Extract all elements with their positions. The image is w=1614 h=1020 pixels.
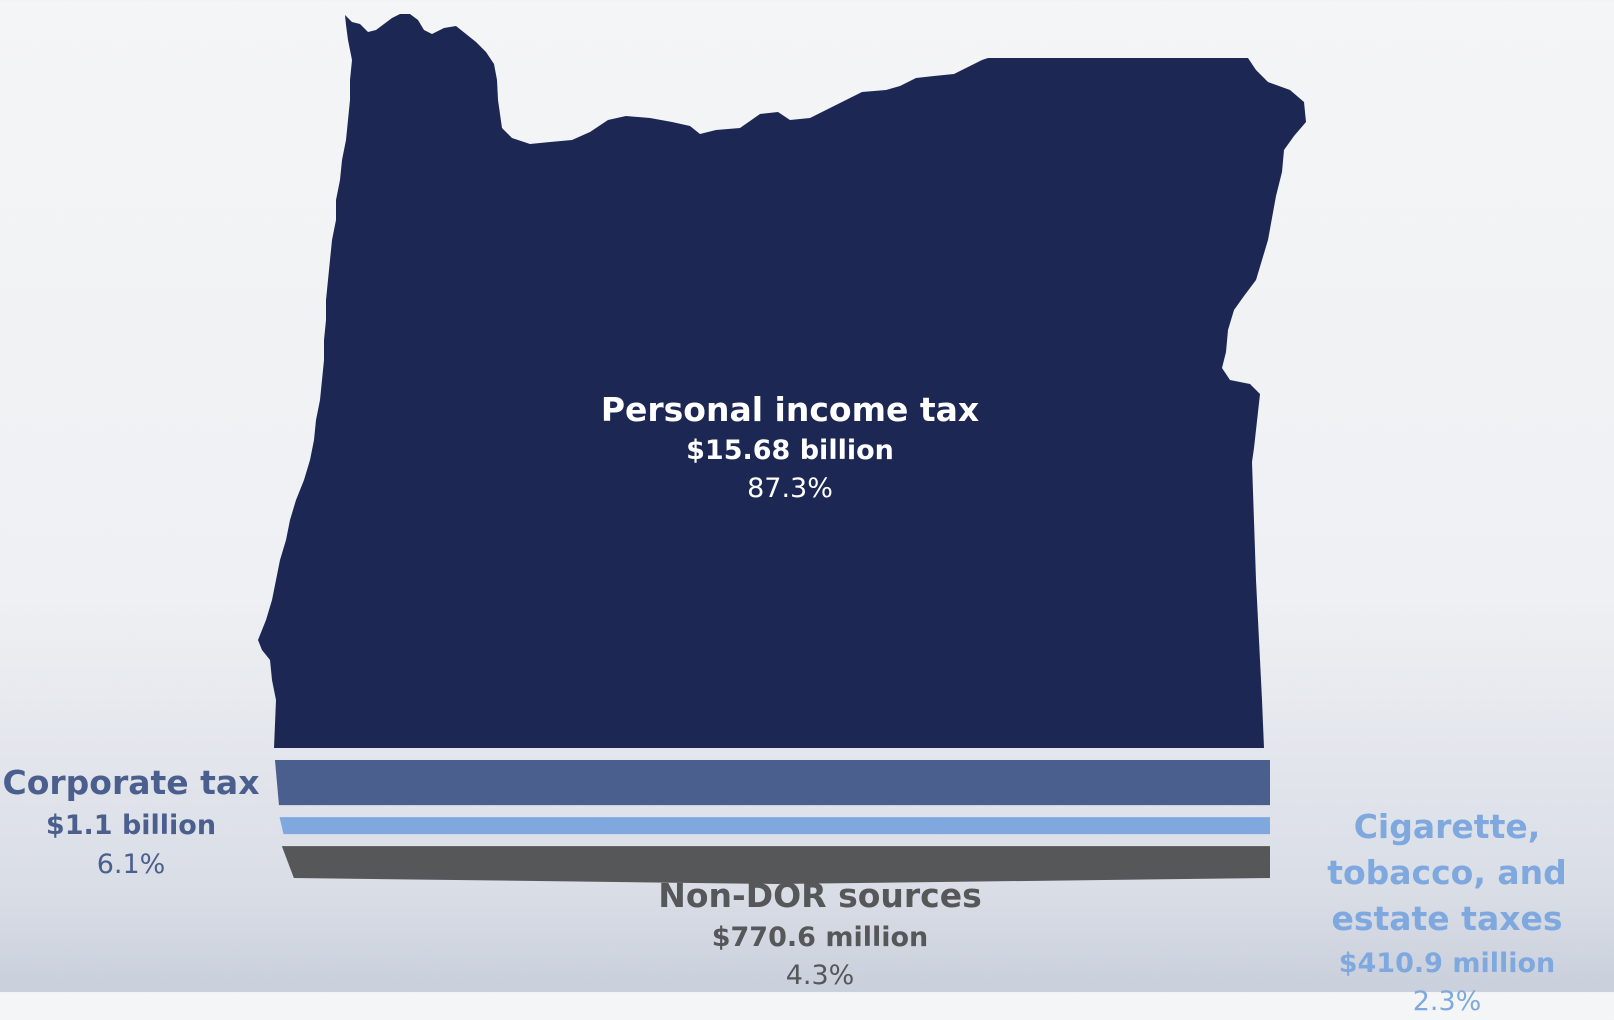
series-amount: $15.68 billion (686, 435, 894, 466)
series-amount: $410.9 million (1338, 948, 1556, 979)
label-corporate-tax: Corporate tax $1.1 billion 6.1% (0, 760, 262, 884)
label-personal-income-tax: Personal income tax $15.68 billion 87.3% (570, 388, 1010, 508)
band-non-dor-sources (281, 846, 1271, 884)
series-percent: 4.3% (785, 960, 855, 991)
series-name: Non-DOR sources (658, 876, 982, 915)
oregon-shape-personal-income-tax (258, 14, 1306, 748)
series-name: Personal income tax (600, 390, 980, 429)
label-cigarette-tobacco-estate: Cigarette, tobacco, and estate taxes $41… (1282, 804, 1612, 1020)
oregon-revenue-chart (258, 14, 1306, 884)
series-percent: 87.3% (747, 473, 833, 504)
band-corporate-tax (274, 760, 1271, 806)
series-amount: $770.6 million (711, 922, 929, 953)
series-amount: $1.1 billion (45, 810, 217, 841)
series-percent: 2.3% (1412, 986, 1482, 1017)
band-cigarette-tobacco-estate (279, 817, 1270, 835)
series-name: Cigarette, tobacco, and estate taxes (1327, 807, 1567, 938)
label-non-dor-sources: Non-DOR sources $770.6 million 4.3% (620, 874, 1020, 994)
series-percent: 6.1% (96, 849, 166, 880)
series-name: Corporate tax (2, 763, 260, 802)
